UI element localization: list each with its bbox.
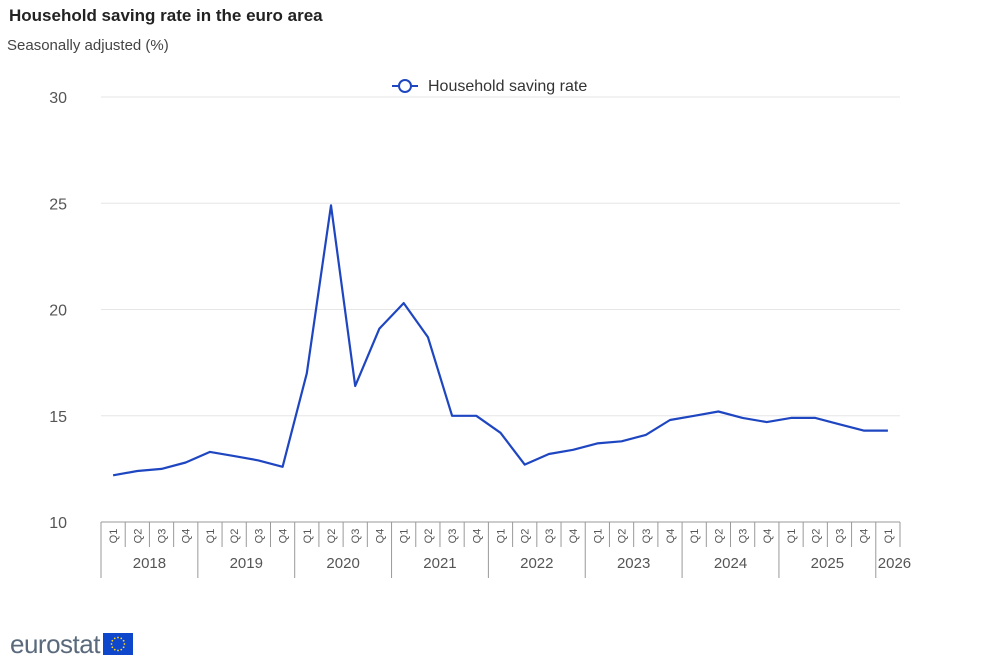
year-label: 2025 bbox=[811, 555, 844, 572]
x-tick-label: Q3 bbox=[738, 529, 750, 544]
data-point[interactable] bbox=[351, 382, 359, 390]
x-tick-label: Q4 bbox=[762, 529, 774, 544]
legend[interactable]: Household saving rate bbox=[392, 78, 587, 95]
x-tick-label: Q3 bbox=[544, 529, 556, 544]
y-tick-label: 30 bbox=[49, 90, 67, 107]
data-point[interactable] bbox=[618, 437, 626, 445]
x-tick-label: Q4 bbox=[374, 529, 386, 544]
data-point[interactable] bbox=[279, 463, 287, 471]
data-point[interactable] bbox=[860, 427, 868, 435]
data-point[interactable] bbox=[666, 416, 674, 424]
data-point[interactable] bbox=[109, 471, 117, 479]
data-point[interactable] bbox=[206, 448, 214, 456]
data-point[interactable] bbox=[714, 408, 722, 416]
data-point[interactable] bbox=[303, 369, 311, 377]
data-point[interactable] bbox=[472, 412, 480, 420]
data-point[interactable] bbox=[690, 412, 698, 420]
data-point[interactable] bbox=[787, 414, 795, 422]
data-point[interactable] bbox=[642, 431, 650, 439]
year-label: 2020 bbox=[326, 555, 359, 572]
x-tick-label: Q4 bbox=[181, 529, 193, 544]
series-layer bbox=[109, 201, 892, 479]
y-tick-label: 15 bbox=[49, 409, 67, 426]
x-tick-label: Q2 bbox=[326, 529, 338, 544]
data-point[interactable] bbox=[400, 299, 408, 307]
data-point[interactable] bbox=[327, 201, 335, 209]
x-tick-label: Q2 bbox=[423, 529, 435, 544]
y-axis: 10 15 20 25 30 bbox=[49, 90, 67, 532]
x-tick-label: Q2 bbox=[520, 529, 532, 544]
data-point[interactable] bbox=[230, 452, 238, 460]
y-tick-label: 25 bbox=[49, 196, 67, 213]
x-tick-label: Q3 bbox=[641, 529, 653, 544]
x-tick-label: Q3 bbox=[447, 529, 459, 544]
x-tick-label: Q3 bbox=[834, 529, 846, 544]
data-point[interactable] bbox=[424, 333, 432, 341]
year-label: 2023 bbox=[617, 555, 650, 572]
legend-label: Household saving rate bbox=[428, 78, 587, 95]
year-label: 2021 bbox=[423, 555, 456, 572]
data-point[interactable] bbox=[375, 325, 383, 333]
x-tick-label: Q1 bbox=[883, 529, 895, 544]
x-tick-label: Q1 bbox=[108, 529, 120, 544]
data-point[interactable] bbox=[497, 429, 505, 437]
data-point[interactable] bbox=[593, 439, 601, 447]
data-point[interactable] bbox=[182, 459, 190, 467]
data-point[interactable] bbox=[739, 414, 747, 422]
year-label: 2019 bbox=[230, 555, 263, 572]
x-tick-label: Q3 bbox=[157, 529, 169, 544]
x-tick-label: Q4 bbox=[665, 529, 677, 544]
x-tick-label: Q3 bbox=[253, 529, 265, 544]
x-axis: Q1 Q2 Q3 Q4 Q1 Q2 Q3 Q4 Q1 Q2 Q3 Q4 Q1 Q2 Q3 Q4 Q1 Q2 Q3 Q4… bbox=[100, 521, 911, 578]
data-point[interactable] bbox=[133, 467, 141, 475]
x-tick-label: Q4 bbox=[278, 529, 290, 544]
data-point[interactable] bbox=[545, 450, 553, 458]
data-point[interactable] bbox=[763, 418, 771, 426]
x-tick-label: Q2 bbox=[229, 529, 241, 544]
data-point[interactable] bbox=[158, 465, 166, 473]
x-tick-label: Q2 bbox=[617, 529, 629, 544]
data-point[interactable] bbox=[884, 427, 892, 435]
data-point[interactable] bbox=[254, 456, 262, 464]
y-tick-label: 10 bbox=[49, 515, 67, 532]
year-label: 2024 bbox=[714, 555, 747, 572]
data-point[interactable] bbox=[569, 446, 577, 454]
data-point[interactable] bbox=[835, 420, 843, 428]
x-tick-label: Q1 bbox=[689, 529, 701, 544]
x-tick-label: Q1 bbox=[302, 529, 314, 544]
x-tick-label: Q1 bbox=[592, 529, 604, 544]
y-tick-label: 20 bbox=[49, 303, 67, 320]
x-tick-label: Q3 bbox=[350, 529, 362, 544]
x-tick-label: Q2 bbox=[810, 529, 822, 544]
x-tick-label: Q1 bbox=[786, 529, 798, 544]
series-line[interactable] bbox=[112, 204, 888, 477]
x-tick-label: Q4 bbox=[568, 529, 580, 544]
x-tick-label: Q4 bbox=[471, 529, 483, 544]
year-label: 2022 bbox=[520, 555, 553, 572]
data-point[interactable] bbox=[448, 412, 456, 420]
x-tick-label: Q2 bbox=[713, 529, 725, 544]
year-label: 2018 bbox=[133, 555, 166, 572]
chart-title: Household saving rate in the euro area bbox=[9, 6, 323, 25]
eu-flag-icon bbox=[102, 633, 133, 655]
x-tick-label: Q4 bbox=[859, 529, 871, 544]
eurostat-wordmark: eurostat bbox=[10, 628, 100, 659]
data-point[interactable] bbox=[811, 414, 819, 422]
eurostat-logo: eurostat bbox=[10, 627, 133, 661]
x-tick-label: Q1 bbox=[205, 529, 217, 544]
x-tick-label: Q2 bbox=[132, 529, 144, 544]
data-point[interactable] bbox=[521, 461, 529, 469]
chart-subtitle: Seasonally adjusted (%) bbox=[7, 37, 169, 54]
gridlines bbox=[101, 96, 900, 417]
legend-marker bbox=[398, 79, 412, 93]
year-label: 2026 bbox=[878, 555, 911, 572]
x-tick-label: Q1 bbox=[496, 529, 508, 544]
x-tick-label: Q1 bbox=[399, 529, 411, 544]
